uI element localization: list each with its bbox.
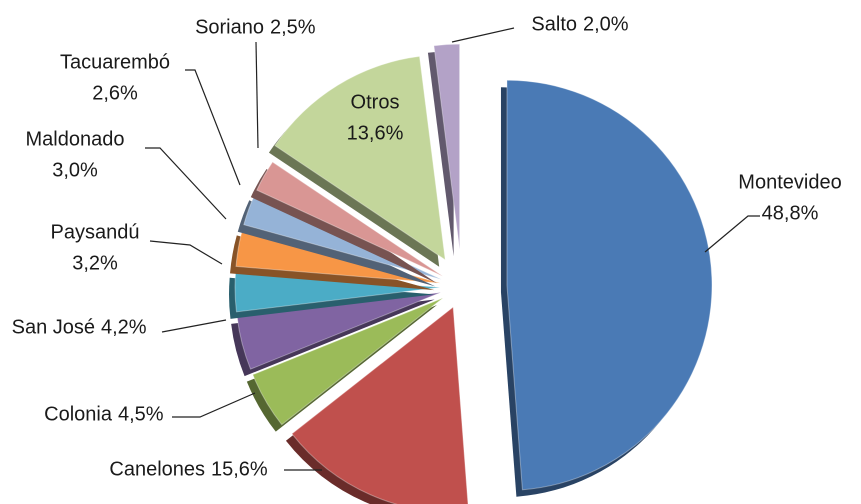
slice xyxy=(291,306,469,504)
slice xyxy=(274,55,446,261)
category-label: Tacuarembó xyxy=(60,51,170,73)
leader-line xyxy=(255,41,259,149)
leader-line xyxy=(161,319,227,333)
leader-line xyxy=(149,240,223,265)
value-label: 3,2% xyxy=(72,252,118,274)
value-label: 48,8% xyxy=(762,202,819,224)
category-label: Montevideo xyxy=(738,171,841,193)
slice xyxy=(252,297,444,426)
value-label: 2,5% xyxy=(270,16,316,38)
category-label: Soriano xyxy=(195,16,264,38)
value-label: 3,0% xyxy=(52,159,98,181)
slice xyxy=(506,79,713,491)
value-label: 4,2% xyxy=(101,316,147,338)
pie xyxy=(229,43,713,504)
leader-line xyxy=(185,69,241,186)
category-label: Paysandú xyxy=(51,221,140,243)
leader-line xyxy=(451,27,515,43)
category-label: Salto xyxy=(531,13,577,35)
category-label: Canelones xyxy=(109,458,205,480)
category-label: San José xyxy=(12,316,95,338)
value-label: 2,0% xyxy=(583,13,629,35)
labels: Montevideo 48,8% Canelones 15,6% Colonia 4,5%… xyxy=(12,13,842,480)
category-label: Colonia xyxy=(44,403,113,425)
value-label: 13,6% xyxy=(347,122,404,144)
value-label: 4,5% xyxy=(118,403,164,425)
leader-line xyxy=(704,215,760,253)
value-label: 15,6% xyxy=(211,458,268,480)
value-label: 2,6% xyxy=(92,82,138,104)
slice xyxy=(256,161,444,277)
category-label: Otros xyxy=(351,91,400,113)
leader-line xyxy=(172,392,256,418)
category-label: Maldonado xyxy=(26,128,125,150)
slice xyxy=(433,43,461,250)
leader-line xyxy=(145,147,227,220)
